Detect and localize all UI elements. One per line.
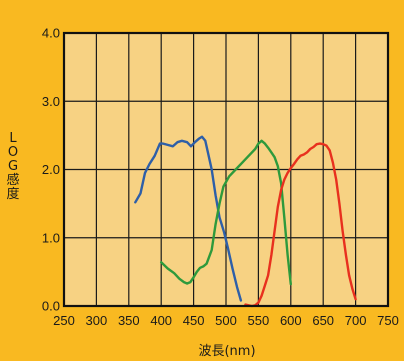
series-line-1: [134, 135, 243, 302]
x-tick-label: 450: [183, 313, 205, 328]
y-axis-title-char: L: [9, 131, 17, 146]
x-tick-label: 500: [215, 313, 237, 328]
y-tick-label: 0.0: [42, 299, 60, 314]
x-tick-label: 400: [150, 313, 172, 328]
x-tick-label: 550: [248, 313, 270, 328]
y-tick-label: 1.0: [42, 230, 60, 245]
x-tick-label: 700: [345, 313, 367, 328]
x-axis-title: 波長(nm): [198, 344, 255, 359]
x-tick-label: 750: [377, 313, 399, 328]
series-line-3: [244, 142, 357, 308]
y-axis-title-char: 感: [6, 172, 19, 188]
x-tick-label: 350: [118, 313, 140, 328]
x-tick-label: 300: [86, 313, 108, 328]
y-axis-title-char: O: [8, 145, 18, 160]
x-tick-label: 250: [53, 313, 75, 328]
series-line-2: [160, 139, 292, 286]
y-axis-title-char: G: [8, 159, 18, 174]
x-tick-label: 650: [312, 313, 334, 328]
y-tick-label: 2.0: [42, 162, 60, 177]
grid: [64, 33, 388, 306]
y-tick-label: 4.0: [42, 26, 60, 41]
axes: 250 300 350 400 450 500 550 600 650 700 750 0.0 1.0 2…: [42, 26, 399, 329]
x-tick-label: 600: [280, 313, 302, 328]
series-group: [134, 135, 357, 308]
plot-frame: [62, 31, 390, 308]
y-axis-title-char: 度: [6, 186, 19, 202]
y-tick-label: 3.0: [42, 94, 60, 109]
